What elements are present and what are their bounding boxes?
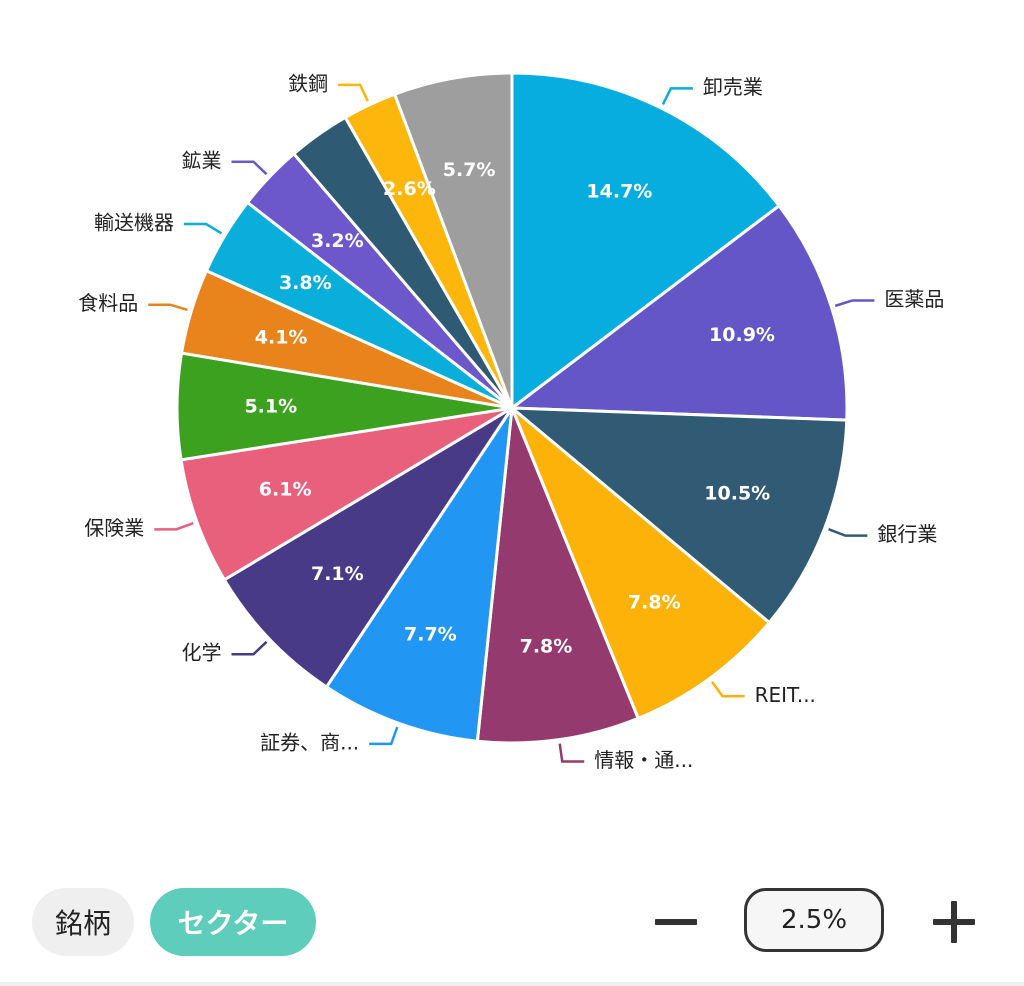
plus-icon [933,901,975,943]
slice-category-label: 鉱業 [181,148,221,172]
pie-slice[interactable] [179,406,513,582]
slice-category-label: 化学 [181,641,221,665]
minus-icon [655,919,697,925]
chart-controls: 銘柄 セクター 2.5% [0,880,1024,970]
slice-value-label: 3.2% [311,230,364,252]
slice-category-label: REIT... [755,683,816,707]
pie-slice[interactable] [222,406,514,690]
increase-threshold-button[interactable] [922,886,986,958]
leader-line [148,303,188,312]
leader-line [828,528,868,537]
pie-slice[interactable] [510,71,782,412]
leader-line [154,522,194,531]
slice-value-label: 7.7% [404,623,457,645]
pie-slice[interactable] [507,203,849,422]
leader-line [231,160,268,176]
pie-slices [175,71,849,745]
slice-category-label: 鉄鋼 [288,71,328,95]
pie-labels: 14.7% 卸売業 10.9% 医薬品 10.5% 銀行業 7.8% REIT... 7.8% 情… [78,71,944,772]
slice-value-label: 5.1% [244,395,297,417]
leader-line [834,299,875,308]
leader-line [338,83,369,102]
slice-category-label: 食料品 [78,291,138,315]
slice-value-label: 2.6% [383,178,436,200]
slice-value-label: 7.1% [311,563,364,585]
slice-value-label: 4.1% [255,327,308,349]
leader-line [184,222,223,235]
pie-chart: 14.7% 卸売業 10.9% 医薬品 10.5% 銀行業 7.8% REIT... 7.8% 情… [78,71,944,772]
slice-value-label: 6.1% [259,478,312,500]
slice-category-label: 医薬品 [884,287,944,311]
slice-category-label: 卸売業 [703,75,763,99]
threshold-value-field[interactable]: 2.5% [744,888,884,952]
slice-category-label: 輸送機器 [94,211,174,235]
leader-line [369,726,399,746]
pie-slice[interactable] [475,407,641,745]
leader-line [558,743,585,763]
slice-value-label: 10.9% [709,324,775,346]
decrease-threshold-button[interactable] [644,886,708,958]
slice-value-label: 10.5% [704,483,770,505]
pie-chart-svg: 14.7% 卸売業 10.9% 医薬品 10.5% 銀行業 7.8% REIT... 7.8% 情… [78,71,944,772]
slice-category-label: 情報・通... [594,748,693,772]
slice-category-label: 銀行業 [877,522,937,546]
slice-category-label: 証券、商... [260,730,359,754]
tab-stock[interactable]: 銘柄 [32,888,134,956]
leader-line [661,87,693,105]
slice-value-label: 3.8% [279,272,332,294]
leader-line [231,640,268,656]
slice-value-label: 5.7% [443,159,496,181]
bottom-divider [0,982,1024,986]
pie-slice[interactable] [510,406,772,721]
tab-sector[interactable]: セクター [150,888,316,956]
pie-slice[interactable] [324,407,514,743]
pie-slice[interactable] [507,406,849,625]
slice-value-label: 7.8% [520,635,573,657]
slice-category-label: 保険業 [84,516,144,540]
leader-line [710,681,745,698]
pie-slice[interactable] [392,71,514,409]
slice-value-label: 7.8% [628,591,681,613]
slice-value-label: 14.7% [586,181,652,203]
